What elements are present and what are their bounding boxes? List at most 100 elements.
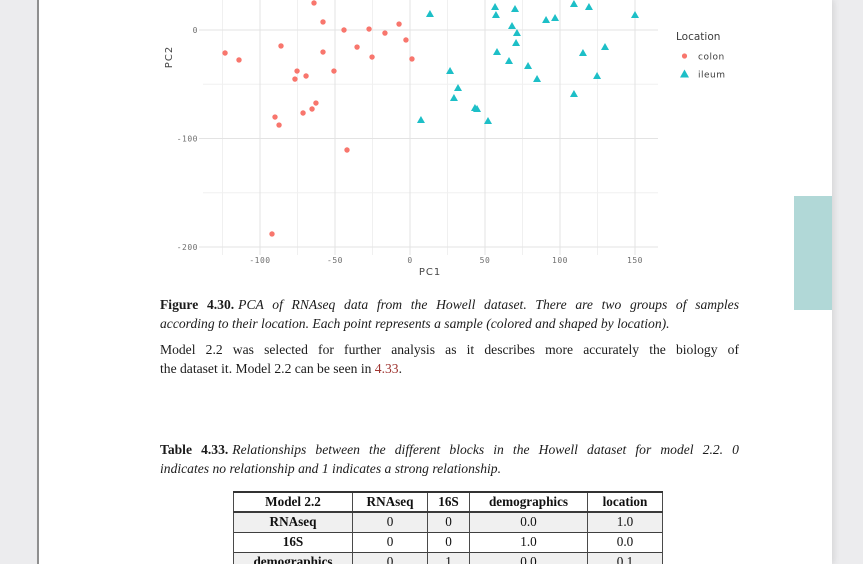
- data-point-ileum: [524, 62, 533, 70]
- body-line2-post: .: [398, 361, 402, 376]
- legend-label: ileum: [698, 71, 726, 81]
- data-point-ileum: [484, 117, 492, 125]
- table-header-cell: location: [587, 491, 663, 513]
- table-row-label: demographics: [233, 552, 353, 564]
- data-point-ileum: [569, 90, 578, 98]
- table-row: RNAseq 0 0 0.0 1.0: [233, 512, 663, 532]
- data-point-colon: [311, 0, 317, 6]
- table-row: 16S 0 0 1.0 0.0: [233, 532, 663, 552]
- data-point-colon: [382, 30, 388, 36]
- data-point-colon: [331, 68, 337, 74]
- body-paragraph: Model 2.2 was selected for further analy…: [160, 340, 739, 378]
- figure-caption-label: Figure 4.30.: [160, 297, 235, 312]
- table-cell: 1: [427, 552, 470, 564]
- data-point-colon: [272, 114, 278, 120]
- data-point-ileum: [454, 84, 462, 92]
- data-point-ileum: [551, 13, 560, 21]
- data-point-ileum: [449, 94, 458, 102]
- data-point-colon: [294, 68, 300, 74]
- figure-caption-text1: PCA of RNAseq data from the Howell datas…: [238, 297, 739, 312]
- y-tick-label: -100: [177, 135, 198, 144]
- data-point-ileum: [491, 11, 500, 19]
- y-axis-title: PC2: [164, 46, 175, 68]
- table-caption-text2: indicates no relationship and 1 indicate…: [160, 461, 501, 476]
- table-cell: 0.0: [587, 532, 663, 552]
- data-point-colon: [300, 110, 306, 116]
- legend-label: colon: [698, 53, 725, 63]
- table-cell: 0.0: [469, 512, 588, 532]
- table-caption-label: Table 4.33.: [160, 442, 229, 457]
- legend-title: Location: [676, 31, 720, 43]
- data-point-colon: [403, 37, 409, 43]
- table-cell: 0: [352, 532, 428, 552]
- document-page: [39, 0, 832, 564]
- figure-caption: Figure 4.30. PCA of RNAseq data from the …: [160, 295, 739, 333]
- legend-marker-triangle-icon: [680, 69, 689, 78]
- data-point-colon: [344, 147, 350, 153]
- data-point-colon: [409, 56, 415, 62]
- table-reference-link[interactable]: 4.33: [374, 361, 399, 376]
- figure-caption-line1: Figure 4.30. PCA of RNAseq data from the …: [160, 295, 739, 314]
- y-tick-label: -200: [177, 243, 198, 252]
- table-cell: 0: [352, 512, 428, 532]
- body-line2-pre: the dataset it. Model 2.2 can be seen in: [160, 361, 375, 376]
- table-caption-line2: indicates no relationship and 1 indicate…: [160, 459, 739, 478]
- legend-marker-circle-icon: [681, 53, 688, 59]
- table-cell: 0: [427, 512, 470, 532]
- table-cell: 0.0: [469, 552, 588, 564]
- table-row: demographics 0 1 0.0 0.1: [233, 552, 663, 564]
- x-tick-label: 50: [480, 256, 491, 265]
- table-caption-text1: Relationships between the different bloc…: [232, 442, 739, 457]
- x-tick-label: -100: [249, 256, 270, 265]
- body-line2: the dataset it. Model 2.2 can be seen in…: [160, 359, 739, 378]
- table-row-label: RNAseq: [233, 512, 353, 532]
- data-point-colon: [309, 106, 315, 112]
- data-point-ileum: [473, 104, 482, 112]
- data-point-ileum: [593, 72, 602, 80]
- data-point-colon: [278, 43, 284, 49]
- data-point-colon: [236, 57, 242, 63]
- data-point-ileum: [508, 21, 516, 29]
- table-row-label: 16S: [233, 532, 353, 552]
- data-point-colon: [313, 100, 319, 106]
- data-point-colon: [276, 122, 282, 128]
- table-caption: Table 4.33. Relationships between the dif…: [160, 440, 739, 478]
- scrollbar-thumb[interactable]: [794, 196, 832, 310]
- data-point-colon: [320, 49, 326, 55]
- relationships-table: Model 2.2 RNAseq 16S demographics location R…: [233, 491, 663, 564]
- data-point-ileum: [569, 0, 578, 7]
- data-point-ileum: [601, 43, 609, 51]
- table-cell: 0.1: [587, 552, 663, 564]
- data-point-ileum: [511, 4, 519, 12]
- table-cell: 0: [427, 532, 470, 552]
- data-point-colon: [366, 26, 372, 32]
- data-point-ileum: [578, 49, 587, 57]
- data-point-ileum: [584, 2, 593, 10]
- page-left-border: [37, 0, 39, 564]
- table-cell: 1.0: [587, 512, 663, 532]
- table-cell: 0: [352, 552, 428, 564]
- x-tick-label: 100: [552, 256, 568, 265]
- data-point-colon: [222, 50, 228, 56]
- figure-caption-text2: according to their location. Each point …: [160, 316, 670, 331]
- data-point-ileum: [512, 29, 521, 37]
- data-point-ileum: [512, 39, 521, 47]
- data-point-colon: [396, 21, 402, 27]
- table-header-cell: RNAseq: [352, 491, 428, 513]
- data-point-ileum: [493, 48, 501, 56]
- table-caption-line1: Table 4.33. Relationships between the dif…: [160, 440, 739, 459]
- x-tick-label: -50: [327, 256, 343, 265]
- data-point-colon: [341, 27, 347, 33]
- data-point-ileum: [416, 115, 425, 123]
- data-point-colon: [320, 19, 326, 25]
- data-point-colon: [292, 76, 298, 82]
- data-point-ileum: [425, 10, 434, 18]
- data-point-ileum: [631, 11, 639, 19]
- data-point-ileum: [491, 2, 500, 10]
- x-tick-label: 0: [407, 256, 412, 265]
- x-axis-title: PC1: [419, 267, 441, 278]
- table-header-row: Model 2.2 RNAseq 16S demographics location: [233, 491, 663, 513]
- x-tick-label: 150: [627, 256, 643, 265]
- y-tick-label: 0: [193, 26, 198, 35]
- data-point-ileum: [505, 57, 513, 65]
